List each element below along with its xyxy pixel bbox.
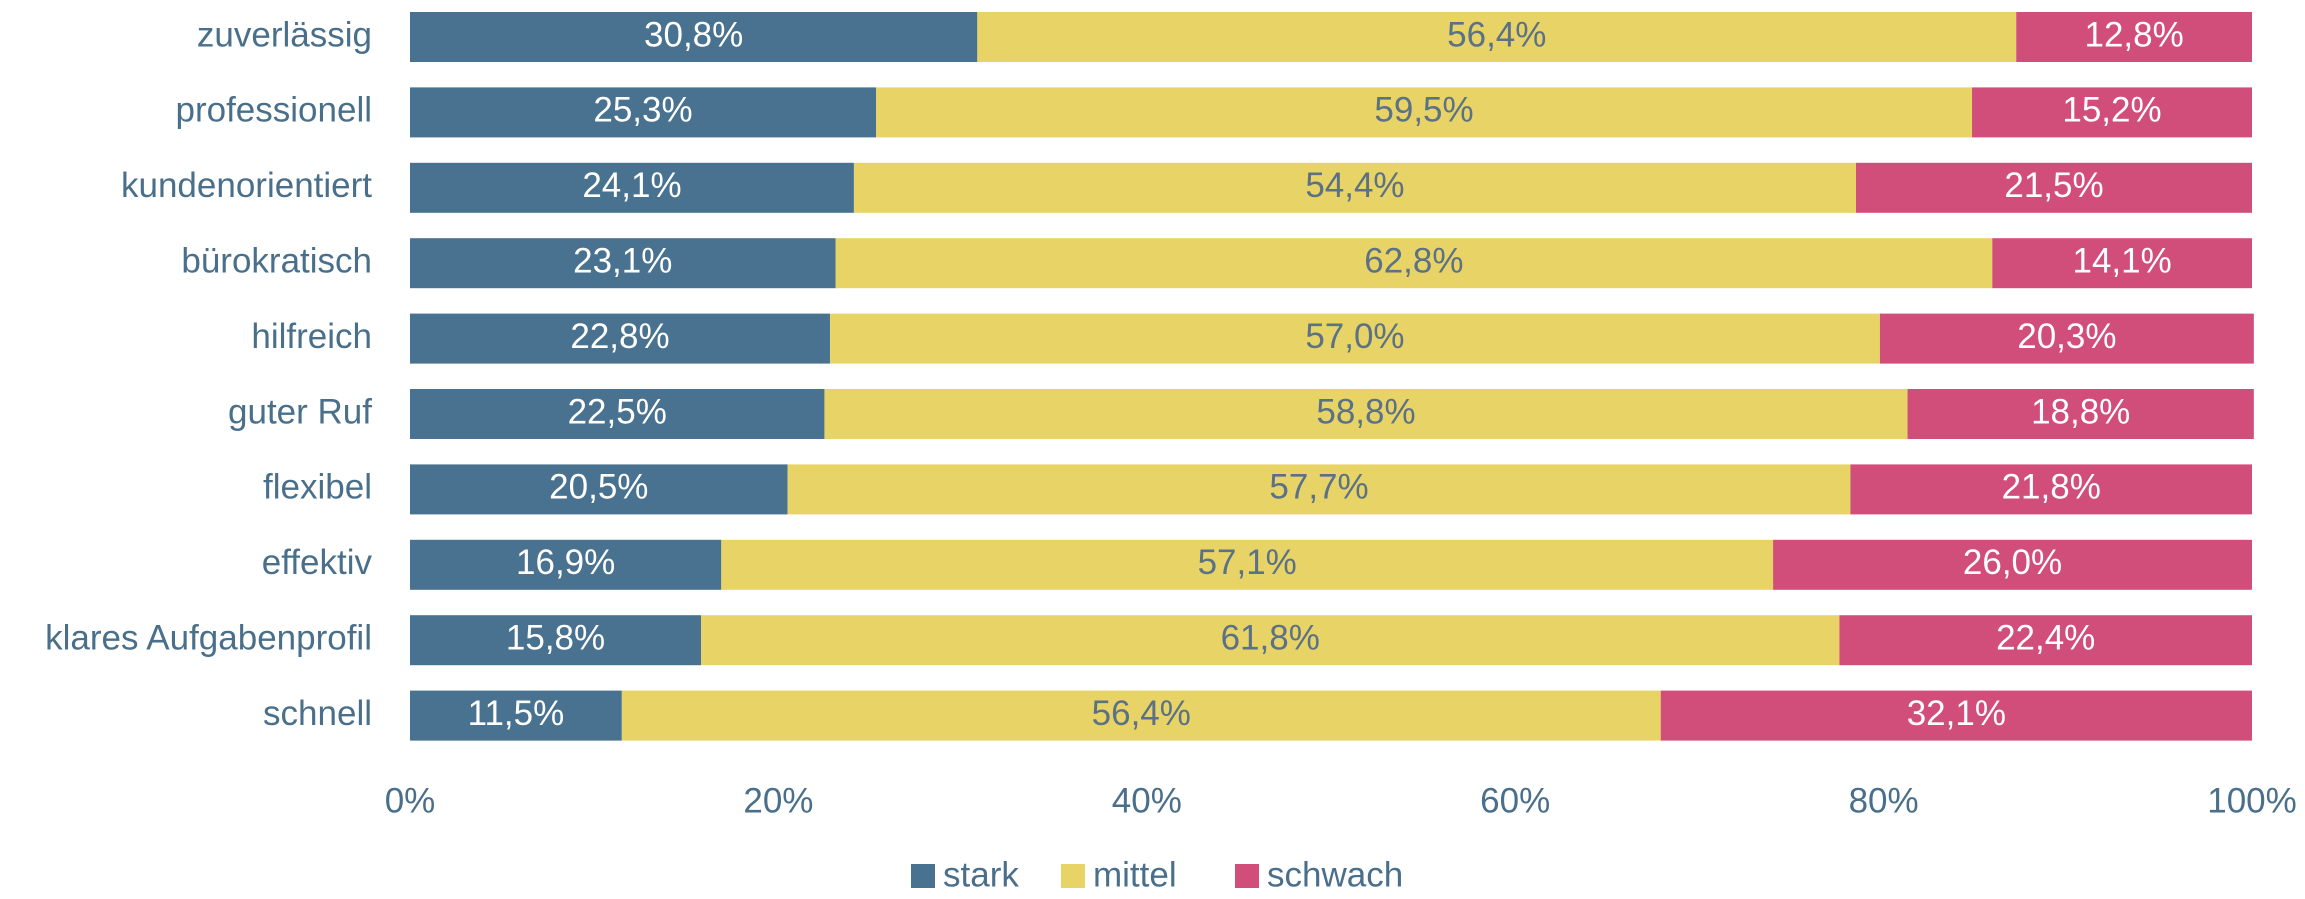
data-label: 58,8% [1316, 392, 1415, 431]
bar-segment [410, 389, 825, 439]
data-label: 22,4% [1996, 618, 2095, 657]
bar-segment [721, 539, 1774, 590]
bar-segment [410, 464, 788, 515]
x-tick-label: 0% [385, 781, 436, 820]
bar-segment [835, 238, 1993, 289]
bar-segment [410, 539, 722, 590]
data-label: 54,4% [1305, 166, 1404, 205]
category-label: bürokratisch [181, 241, 372, 280]
bar-segment [853, 162, 1856, 213]
data-label: 15,8% [506, 618, 605, 657]
data-label: 61,8% [1221, 618, 1320, 657]
data-label: 22,5% [568, 392, 667, 431]
data-label: 15,2% [2062, 91, 2161, 130]
data-label: 21,8% [2002, 468, 2101, 507]
data-label: 25,3% [593, 91, 692, 130]
bar-segment [1855, 162, 2252, 213]
data-label: 30,8% [644, 15, 743, 54]
x-tick-label: 40% [1112, 781, 1182, 820]
legend-swatch [1061, 864, 1085, 888]
bar-segment [410, 690, 622, 741]
bar-segment [1907, 389, 2254, 439]
category-label: schnell [263, 694, 372, 733]
data-label: 21,5% [2004, 166, 2103, 205]
category-label: kundenorientiert [121, 166, 372, 205]
bar-segment [787, 464, 1851, 515]
bar-segment [1850, 464, 2252, 515]
category-label: guter Ruf [228, 392, 372, 431]
data-label: 22,8% [570, 317, 669, 356]
x-tick-label: 100% [2207, 781, 2297, 820]
bar-segment [1839, 615, 2252, 666]
category-label: klares Aufgabenprofil [45, 618, 372, 657]
legend-swatch [911, 864, 935, 888]
bar-segment [1660, 690, 2252, 741]
category-label: effektiv [262, 543, 373, 582]
data-label: 62,8% [1364, 241, 1463, 280]
category-label: professionell [176, 91, 373, 130]
data-label: 57,0% [1305, 317, 1404, 356]
bar-segment [829, 313, 1880, 364]
category-label: hilfreich [251, 317, 372, 356]
data-label: 57,7% [1269, 468, 1368, 507]
bar-segment [410, 238, 836, 289]
bar-segment [410, 313, 830, 364]
legend-label: schwach [1267, 855, 1403, 894]
data-label: 24,1% [582, 166, 681, 205]
legend-label: mittel [1093, 855, 1177, 894]
bar-segment [410, 12, 978, 62]
bar-segment [1972, 87, 2252, 138]
bar-segment [2016, 12, 2252, 62]
data-label: 56,4% [1092, 694, 1191, 733]
data-label: 12,8% [2084, 15, 2183, 54]
data-label: 11,5% [468, 694, 565, 733]
data-label: 59,5% [1374, 91, 1473, 130]
bar-segment [410, 87, 877, 138]
bar-segment [977, 12, 2017, 62]
data-label: 20,3% [2017, 317, 2116, 356]
bar-segment [621, 690, 1661, 741]
bar-segment [410, 162, 854, 213]
data-label: 20,5% [549, 468, 648, 507]
bar-segment [1879, 313, 2254, 364]
data-label: 26,0% [1963, 543, 2062, 582]
bar-segment [1773, 539, 2252, 590]
data-label: 32,1% [1907, 694, 2006, 733]
data-label: 18,8% [2031, 392, 2130, 431]
data-label: 14,1% [2073, 241, 2172, 280]
bar-segment [701, 615, 1840, 666]
data-label: 23,1% [573, 241, 672, 280]
legend-label: stark [943, 855, 1019, 894]
category-label: flexibel [263, 468, 372, 507]
data-label: 57,1% [1198, 543, 1297, 582]
x-tick-label: 20% [743, 781, 813, 820]
data-label: 56,4% [1447, 15, 1546, 54]
bar-segment [876, 87, 1973, 138]
x-tick-label: 80% [1849, 781, 1919, 820]
bar-segment [410, 615, 702, 666]
bar-segment [1992, 238, 2252, 289]
legend-swatch [1235, 864, 1259, 888]
bar-segment [824, 389, 1908, 439]
x-tick-label: 60% [1480, 781, 1550, 820]
category-label: zuverlässig [197, 15, 372, 54]
data-label: 16,9% [516, 543, 615, 582]
